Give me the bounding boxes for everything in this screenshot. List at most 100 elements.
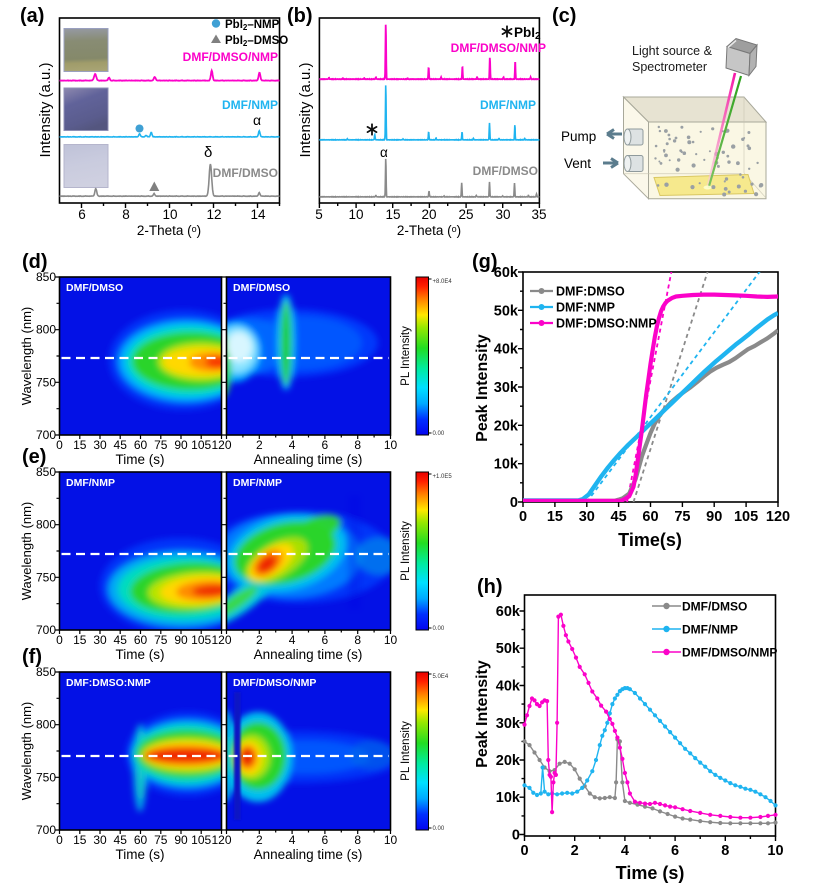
svg-text:0: 0 [510, 495, 518, 511]
svg-text:DMF/DMSO/NMP: DMF/DMSO/NMP [451, 41, 546, 55]
svg-text:Peak Intensity: Peak Intensity [474, 660, 491, 768]
svg-text:DMF/DMSO: DMF/DMSO [473, 164, 538, 178]
svg-text:Spectrometer: Spectrometer [632, 60, 707, 74]
svg-text:(h): (h) [477, 576, 503, 598]
svg-text:DMF/DMSO: DMF/DMSO [66, 282, 123, 294]
svg-text:10k: 10k [496, 790, 521, 806]
svg-text:120: 120 [211, 633, 231, 647]
svg-text:Light source &: Light source & [632, 44, 713, 58]
svg-text:800: 800 [36, 718, 56, 732]
svg-text:Time (s): Time (s) [116, 847, 165, 862]
svg-text:(b): (b) [287, 5, 313, 27]
svg-text:105: 105 [191, 833, 211, 847]
svg-text:60: 60 [134, 633, 148, 647]
svg-text:2-Theta (o): 2-Theta (o) [137, 223, 201, 238]
svg-text:DMF/DMSO/NMP: DMF/DMSO/NMP [183, 50, 278, 64]
svg-text:5.0E4: 5.0E4 [433, 674, 449, 680]
svg-text:DMF/DMSO: DMF/DMSO [213, 166, 278, 180]
svg-text:20k: 20k [496, 753, 521, 769]
svg-text:75: 75 [674, 509, 690, 525]
svg-text:PbI2: PbI2 [514, 25, 541, 42]
svg-text:8: 8 [354, 438, 361, 452]
svg-text:Wavelength (nm): Wavelength (nm) [19, 702, 34, 801]
svg-text:2: 2 [256, 833, 263, 847]
svg-text:75: 75 [154, 833, 168, 847]
svg-text:6: 6 [78, 207, 86, 222]
svg-text:6: 6 [322, 633, 329, 647]
svg-text:90: 90 [174, 438, 188, 452]
svg-text:DMF/NMP: DMF/NMP [480, 98, 536, 112]
svg-text:800: 800 [36, 323, 56, 337]
svg-text:750: 750 [36, 570, 56, 584]
svg-text:2: 2 [256, 438, 263, 452]
svg-text:750: 750 [36, 770, 56, 784]
svg-text:850: 850 [36, 665, 56, 679]
svg-text:10k: 10k [494, 457, 519, 473]
svg-text:90: 90 [706, 509, 722, 525]
svg-text:14: 14 [250, 207, 266, 222]
svg-text:105: 105 [191, 438, 211, 452]
svg-text:60: 60 [134, 833, 148, 847]
svg-text:2-Theta (o): 2-Theta (o) [397, 223, 461, 238]
svg-text:4: 4 [289, 633, 296, 647]
svg-text:Time(s): Time(s) [618, 530, 682, 550]
svg-text:Wavelength (nm): Wavelength (nm) [19, 502, 34, 601]
svg-text:Time (s): Time (s) [616, 863, 685, 883]
svg-text:PL Intensity: PL Intensity [400, 721, 412, 781]
svg-text:PbI2–NMP: PbI2–NMP [225, 19, 280, 32]
svg-text:DMF/DMSO/NMP: DMF/DMSO/NMP [233, 677, 316, 689]
svg-text:700: 700 [36, 428, 56, 442]
svg-text:75: 75 [154, 633, 168, 647]
svg-text:15: 15 [385, 207, 400, 222]
svg-text:75: 75 [154, 438, 168, 452]
svg-text:0: 0 [512, 828, 520, 844]
svg-text:Annealing time (s): Annealing time (s) [254, 847, 363, 862]
svg-text:DMF:DMSO:NMP: DMF:DMSO:NMP [556, 317, 657, 331]
svg-text:45: 45 [611, 509, 627, 525]
svg-text:15: 15 [73, 633, 87, 647]
svg-text:(d): (d) [22, 251, 48, 273]
svg-text:0.00: 0.00 [433, 626, 445, 632]
svg-text:6: 6 [322, 438, 329, 452]
svg-text:(c): (c) [552, 5, 576, 27]
svg-text:Annealing time (s): Annealing time (s) [254, 452, 363, 467]
svg-text:0: 0 [519, 509, 527, 525]
svg-text:40k: 40k [494, 342, 519, 358]
svg-text:0.00: 0.00 [433, 826, 445, 832]
svg-text:10: 10 [767, 843, 783, 859]
svg-text:+1.0E5: +1.0E5 [433, 474, 453, 480]
svg-text:(a): (a) [20, 5, 44, 27]
svg-text:DMF:NMP: DMF:NMP [556, 301, 615, 315]
svg-text:15: 15 [73, 833, 87, 847]
svg-text:12: 12 [206, 207, 221, 222]
svg-text:6: 6 [671, 843, 679, 859]
svg-text:8: 8 [354, 833, 361, 847]
svg-text:4: 4 [621, 843, 629, 859]
svg-text:700: 700 [36, 623, 56, 637]
svg-text:DMF/NMP: DMF/NMP [233, 477, 282, 489]
svg-text:750: 750 [36, 375, 56, 389]
svg-text:Vent: Vent [564, 156, 591, 171]
svg-text:DMF/NMP: DMF/NMP [66, 477, 115, 489]
svg-text:(g): (g) [472, 251, 498, 273]
svg-text:α: α [253, 112, 261, 128]
svg-text:850: 850 [36, 270, 56, 284]
svg-text:DMF/DMSO: DMF/DMSO [233, 282, 290, 294]
svg-text:Wavelength (nm): Wavelength (nm) [19, 307, 34, 406]
svg-text:120: 120 [211, 833, 231, 847]
svg-text:5: 5 [315, 207, 323, 222]
svg-text:DMF/DMSO/NMP: DMF/DMSO/NMP [682, 646, 777, 660]
svg-text:30k: 30k [496, 716, 521, 732]
svg-text:DMF/NMP: DMF/NMP [222, 98, 278, 112]
svg-text:105: 105 [191, 633, 211, 647]
svg-text:(f): (f) [22, 646, 42, 668]
svg-text:0: 0 [56, 633, 63, 647]
svg-text:PbI2–DMSO: PbI2–DMSO [225, 35, 288, 48]
svg-text:15: 15 [73, 438, 87, 452]
svg-text:Time (s): Time (s) [116, 452, 165, 467]
svg-text:2: 2 [256, 633, 263, 647]
svg-text:DMF:DMSO: DMF:DMSO [556, 285, 625, 299]
svg-text:10: 10 [384, 833, 398, 847]
svg-text:0: 0 [520, 843, 528, 859]
svg-text:30: 30 [579, 509, 595, 525]
